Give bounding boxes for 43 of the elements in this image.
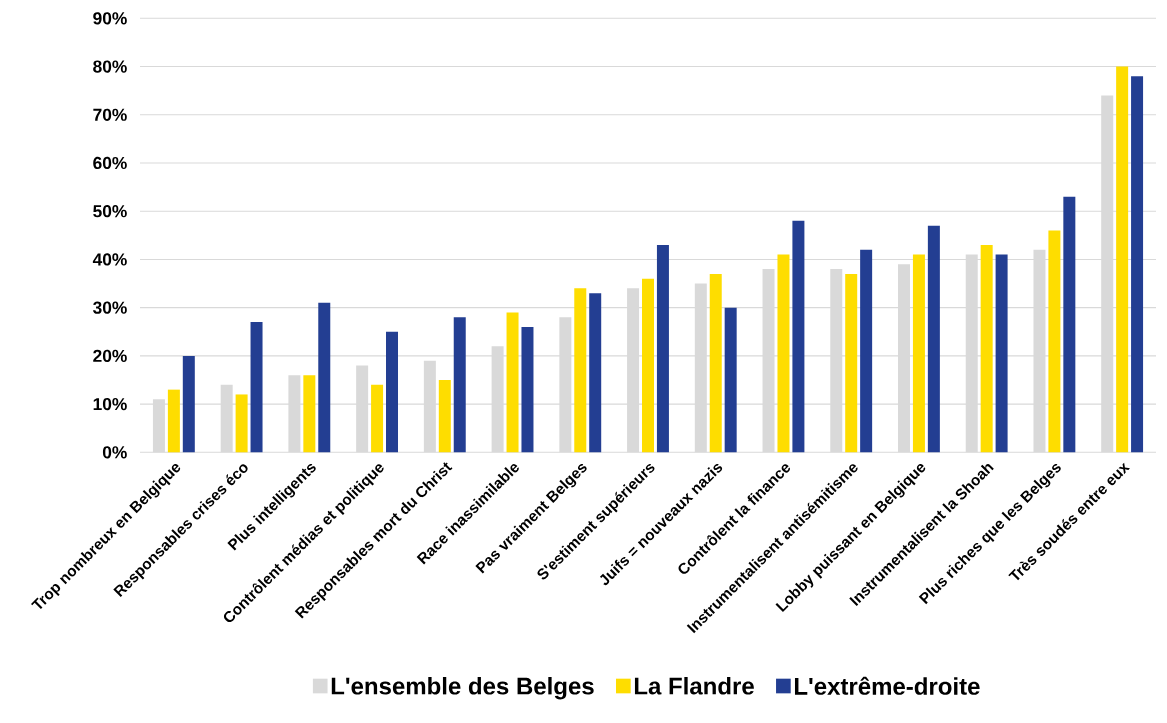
bar	[927, 225, 940, 453]
y-tick-label: 40%	[92, 253, 127, 266]
y-tick-label: 0%	[102, 446, 127, 459]
bar	[724, 307, 737, 453]
legend-label: L'extrême-droite	[794, 676, 980, 695]
bar	[182, 355, 195, 453]
bar	[386, 331, 399, 453]
bar	[506, 312, 519, 453]
bar	[642, 278, 654, 453]
bar	[521, 326, 534, 453]
bar	[1048, 230, 1061, 453]
bar	[574, 288, 587, 453]
y-tick-label: 30%	[93, 301, 127, 314]
bar	[777, 254, 790, 453]
bar	[589, 293, 602, 453]
bar	[845, 273, 858, 453]
y-tick-label: 80%	[93, 60, 127, 73]
bar	[318, 302, 331, 453]
y-tick-label: 50%	[93, 205, 127, 218]
y-tick-label: 60%	[93, 156, 127, 170]
bar	[1116, 66, 1129, 453]
bar	[235, 394, 248, 453]
y-tick-label: 90%	[93, 12, 127, 25]
bar	[371, 384, 384, 453]
bar	[980, 244, 993, 453]
y-tick-label: 20%	[93, 349, 127, 363]
bar	[167, 389, 180, 453]
bar	[303, 375, 316, 453]
bar	[453, 317, 466, 453]
bar	[995, 254, 1008, 453]
bar	[656, 244, 669, 453]
y-tick-label: 10%	[93, 397, 127, 411]
bar	[912, 254, 925, 453]
bar	[860, 249, 873, 453]
legend-label: L'ensemble des Belges	[331, 676, 594, 700]
bar	[1063, 196, 1076, 453]
bar	[438, 379, 451, 453]
y-tick-label: 70%	[93, 108, 127, 121]
bar	[1131, 76, 1144, 453]
bar	[250, 322, 263, 453]
bar	[709, 273, 722, 453]
legend-label: La Flandre	[634, 676, 754, 695]
bar	[792, 220, 805, 453]
